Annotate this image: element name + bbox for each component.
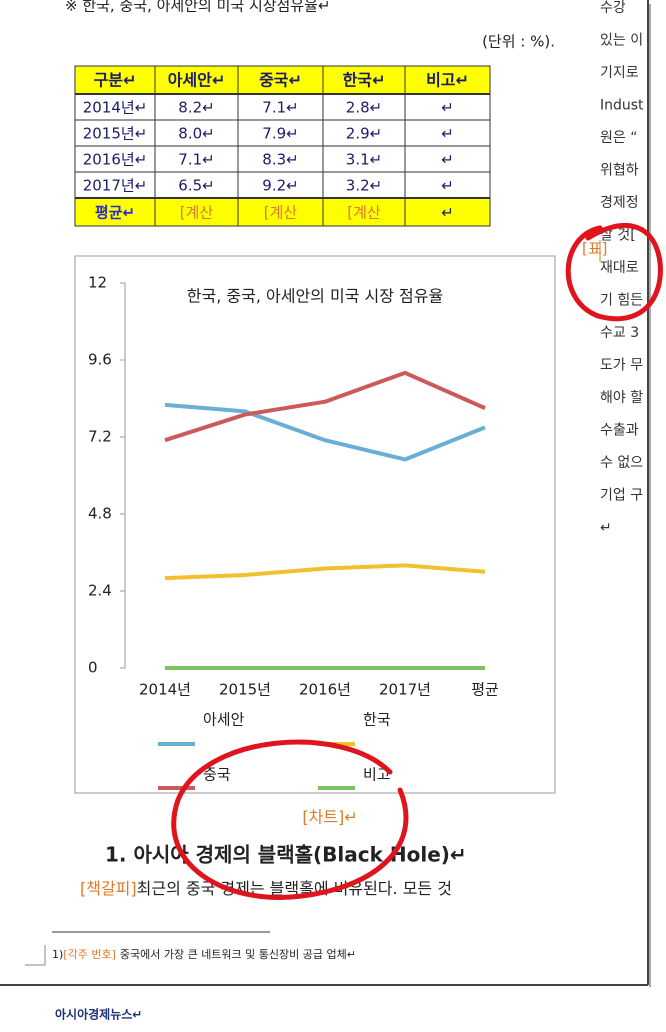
chart-caption: [차트]↵ <box>302 808 357 827</box>
table-cell: 2.9↵ <box>346 125 382 143</box>
table-header: 중국↵ <box>259 71 302 90</box>
footnote-number: 1) <box>52 948 63 961</box>
right-column-line: 기업 구 <box>600 488 643 504</box>
table-cell: 2015년↵ <box>83 125 148 143</box>
footnote-text: 중국에서 가장 큰 네트워크 및 통신장비 공급 업체↵ <box>120 948 356 961</box>
table-cell: 7.1↵ <box>262 99 298 117</box>
annotation-circle <box>171 739 409 900</box>
table-cell: ↵ <box>441 125 454 143</box>
right-column-line: 기지로 <box>600 65 639 81</box>
legend-label: 아세안 <box>203 711 245 729</box>
right-column-line: Indust <box>600 98 644 114</box>
table-cell: 2017년↵ <box>83 177 148 195</box>
table-cell: 평균↵ <box>95 204 135 222</box>
table-cell: ↵ <box>441 204 454 222</box>
table-cell: 9.2↵ <box>262 177 298 195</box>
y-tick-label: 7.2 <box>88 428 112 446</box>
right-column-line: 수교 3 <box>600 325 639 341</box>
right-column-line: 있는 이 <box>600 33 643 49</box>
table: 구분↵ 아세안↵ 중국↵ 한국↵ 비고↵ 2014년↵ 8.2↵ 7.1↵ 2.8↵ ↵ 2015년… <box>74 65 491 227</box>
x-tick-label: 2017년 <box>379 681 431 699</box>
x-tick-label: 2014년 <box>139 681 191 699</box>
right-column-line: ↵ <box>600 520 612 536</box>
chart-title: 한국, 중국, 아세안의 미국 시장 점유율 <box>187 287 443 306</box>
row-highlight <box>75 198 490 226</box>
right-column-line: 도가 무 <box>600 358 643 374</box>
table-header: 아세안↵ <box>168 71 226 90</box>
corner-guide <box>25 945 46 966</box>
table-cell: 3.2↵ <box>346 177 382 195</box>
table-cell: [계산 <box>264 204 298 222</box>
footer: 아시아경제뉴스↵ <box>55 1007 142 1022</box>
x-tick-label: 평균 <box>471 681 499 699</box>
right-column-line: 해야 할 <box>600 390 643 406</box>
table-cell: 2016년↵ <box>83 151 148 169</box>
x-tick-label: 2016년 <box>299 681 351 699</box>
legend-label: 비고 <box>363 766 391 784</box>
table-caption: [표] <box>582 240 608 258</box>
x-tick-label: 2015년 <box>219 681 271 699</box>
series-line <box>164 563 486 581</box>
table-cell: [계산 <box>347 204 381 222</box>
right-column-line: 재대로 <box>600 260 639 276</box>
table-cell: 6.5↵ <box>178 177 214 195</box>
chart-frame <box>74 255 556 794</box>
row-highlight <box>75 66 490 94</box>
table-cell: 7.1↵ <box>178 151 214 169</box>
y-tick-label: 12 <box>88 274 107 292</box>
table-header: 구분↵ <box>94 71 137 90</box>
table-header: 한국↵ <box>343 71 386 90</box>
right-column-line: 기 힘든 <box>600 293 643 309</box>
y-tick-label: 9.6 <box>88 351 112 369</box>
table-cell: 2014년↵ <box>83 99 148 117</box>
legend-label: 중국 <box>203 766 231 784</box>
table-cell: 8.2↵ <box>178 99 214 117</box>
table-cell: [계산 <box>180 204 214 222</box>
table-cell: 3.1↵ <box>346 151 382 169</box>
right-column-line: 경제정 <box>600 195 639 211</box>
intro: ※ 한국, 중국, 아세안의 미국 시장점유율↵ <box>65 0 331 15</box>
heading: 1. 아시아 경제의 블랙홀(Black Hole)↵ <box>105 843 467 867</box>
right-column-line: 살 것[ <box>600 228 636 244</box>
right-column-line: 위협하 <box>600 163 639 179</box>
footnote-tag: [각주 번호] <box>63 948 116 961</box>
legend-label: 한국 <box>363 711 391 729</box>
y-tick-label: 0 <box>88 659 98 677</box>
table-cell: 7.9↵ <box>262 125 298 143</box>
table-cell: 8.0↵ <box>178 125 214 143</box>
table-cell: ↵ <box>441 99 454 117</box>
right-column-line: 수 없으 <box>600 455 643 471</box>
unit: (단위 : %). <box>482 33 555 51</box>
annotation-circle <box>565 223 663 322</box>
table-cell: ↵ <box>441 177 454 195</box>
table-cell: 2.8↵ <box>346 99 382 117</box>
right-column-line: 수강 <box>600 0 626 16</box>
y-tick-label: 2.4 <box>88 582 112 600</box>
table-cell: 8.3↵ <box>262 151 298 169</box>
bookmark-tag: [책갈피] <box>80 879 137 898</box>
series-line <box>164 370 486 443</box>
chart: 0 2.4 4.8 7.2 9.6 12 2014년 2015년 2016년 2017년 평균아세안… <box>88 274 499 790</box>
y-tick-label: 4.8 <box>88 505 112 523</box>
table-header: 비고↵ <box>426 71 469 90</box>
series-line <box>164 402 486 462</box>
right-column-line: 원은 “ <box>600 130 637 146</box>
table-cell: ↵ <box>441 151 454 169</box>
footnote: 1)[각주 번호] 중국에서 가장 큰 네트워크 및 통신장비 공급 업체↵ <box>52 948 356 961</box>
right-column-line: 수출과 <box>600 423 639 439</box>
